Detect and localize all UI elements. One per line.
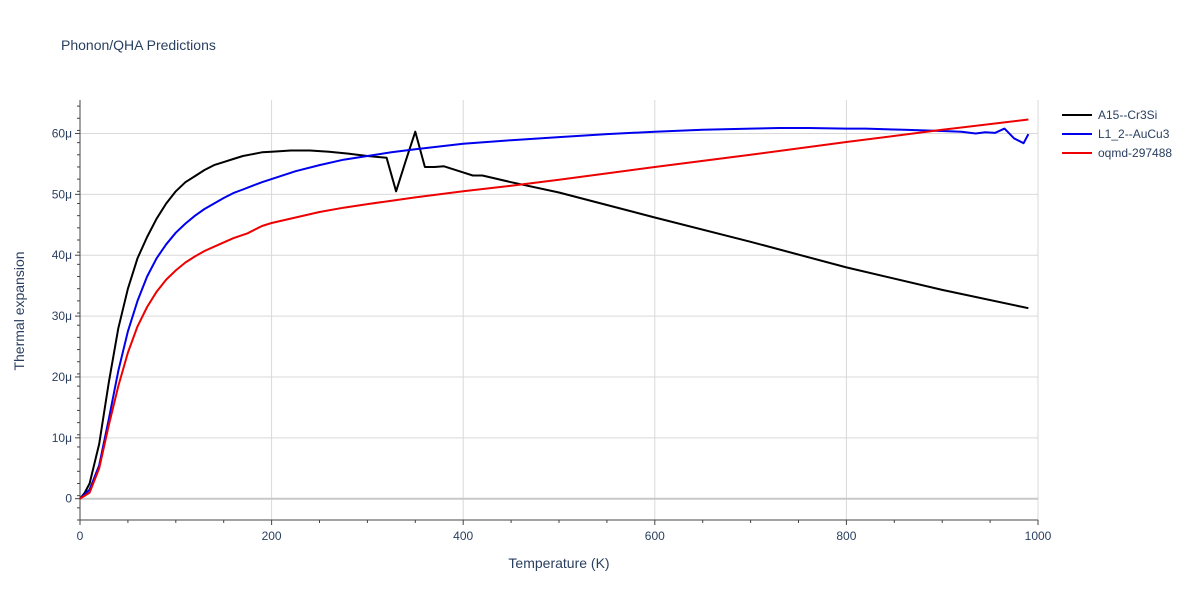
series-line-0[interactable] <box>79 130 1029 500</box>
y-tick-label: 30μ <box>52 309 72 323</box>
series-line-2[interactable] <box>79 118 1029 500</box>
legend-label: L1_2--AuCu3 <box>1098 127 1170 141</box>
series-line-1[interactable] <box>79 127 1030 500</box>
series-lines <box>79 118 1030 500</box>
legend-label: A15--Cr3Si <box>1098 108 1157 122</box>
legend-item[interactable]: L1_2--AuCu3 <box>1062 127 1170 141</box>
legend-item[interactable]: oqmd-297488 <box>1062 146 1172 160</box>
x-axis-title: Temperature (K) <box>508 555 609 571</box>
y-axis-title: Thermal expansion <box>11 251 27 370</box>
x-tick-label: 200 <box>262 529 282 543</box>
y-tick-label: 0 <box>65 492 72 506</box>
legend-label: oqmd-297488 <box>1098 146 1172 160</box>
legend[interactable]: A15--Cr3Si L1_2--AuCu3 oqmd-297488 <box>1062 108 1172 160</box>
axes: 0 200 400 600 800 1000 0 10μ 20μ 30μ 40μ 50μ 60μ <box>52 100 1052 543</box>
y-tick-label: 60μ <box>52 126 72 140</box>
x-tick-label: 600 <box>645 529 665 543</box>
x-tick-label: 0 <box>77 529 84 543</box>
grid-lines <box>80 100 1039 520</box>
legend-item[interactable]: A15--Cr3Si <box>1062 108 1157 122</box>
x-tick-label: 1000 <box>1025 529 1052 543</box>
x-tick-label: 400 <box>453 529 473 543</box>
x-tick-label: 800 <box>836 529 856 543</box>
y-tick-label: 20μ <box>52 370 72 384</box>
y-tick-label: 10μ <box>52 431 72 445</box>
y-tick-label: 40μ <box>52 248 72 262</box>
y-tick-label: 50μ <box>52 187 72 201</box>
chart-title: Phonon/QHA Predictions <box>61 37 216 53</box>
